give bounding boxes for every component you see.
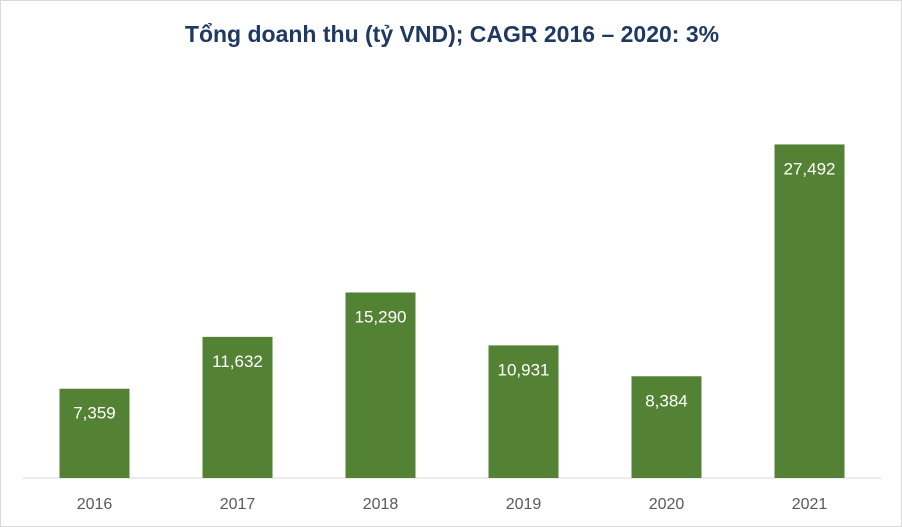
data-label-2017: 11,632 <box>212 352 263 371</box>
bar-2019 <box>488 345 559 478</box>
data-label-2020: 8,384 <box>645 391 688 410</box>
bar-2018 <box>345 292 416 478</box>
data-label-2019: 10,931 <box>498 360 550 379</box>
data-label-2021: 27,492 <box>784 159 836 178</box>
bar-2017 <box>202 336 273 478</box>
x-tick-label-2020: 2020 <box>649 496 685 513</box>
x-tick-label-2016: 2016 <box>77 496 113 513</box>
data-label-2016: 7,359 <box>73 404 116 423</box>
chart-title: Tổng doanh thu (tỷ VND); CAGR 2016 – 202… <box>184 21 720 47</box>
data-label-2018: 15,290 <box>355 307 407 326</box>
x-tick-label-2019: 2019 <box>506 496 542 513</box>
x-tick-label-2018: 2018 <box>363 496 399 513</box>
x-tick-label-2017: 2017 <box>220 496 256 513</box>
bar-2016 <box>59 388 130 478</box>
bar-2021 <box>774 144 845 478</box>
x-tick-label-2021: 2021 <box>792 496 828 513</box>
bar-2020 <box>631 376 702 478</box>
